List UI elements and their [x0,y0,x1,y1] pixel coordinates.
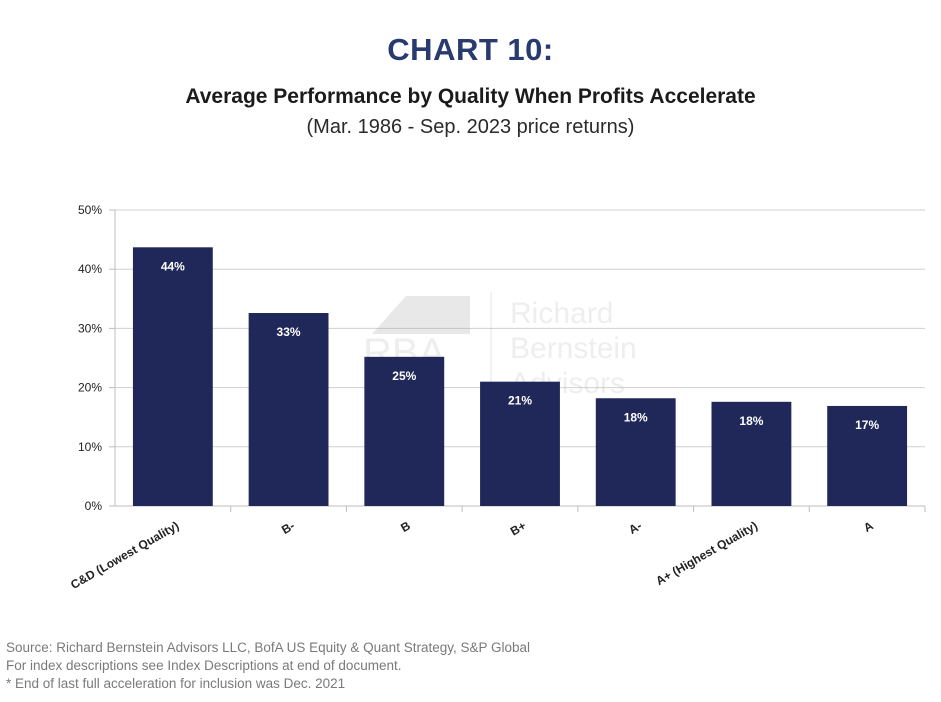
x-tick-label: A+ (Highest Quality) [653,518,760,588]
rba-watermark: RBA Richard Bernstein Advisors [363,292,637,400]
x-axis: C&D (Lowest Quality) B- B B+ A- A+ (Highest Q… [68,506,926,592]
bar [364,356,445,506]
y-tick-label: 30% [78,321,102,335]
x-tick-label: B- [279,518,297,536]
source-notes: Source: Richard Bernstein Advisors LLC, … [6,639,530,693]
y-tick-label: 10% [78,440,102,454]
bar [132,247,213,506]
bar-value-label: 33% [277,325,301,339]
y-tick-label: 40% [78,262,102,276]
bar-value-label: 44% [161,259,185,273]
source-line: Source: Richard Bernstein Advisors LLC, … [6,640,531,655]
x-tick-label: A [861,518,876,535]
bar-value-label: 25% [392,369,416,383]
y-tick-label: 0% [85,499,103,513]
bar [711,401,792,506]
bar-value-label: 18% [739,414,763,428]
bar-value-label: 17% [855,418,879,432]
bar [595,398,676,506]
chart-subtitle: (Mar. 1986 - Sep. 2023 price returns) [306,116,635,138]
acceleration-footnote: * End of last full acceleration for incl… [6,676,346,691]
watermark-logo-mark [372,296,470,334]
bar [248,313,329,506]
index-description-note: For index descriptions see Index Descrip… [6,658,402,673]
chart-number: CHART 10: [387,32,554,67]
x-tick-label: B [398,518,413,535]
watermark-line-1: Richard [510,297,613,330]
bar [827,405,908,506]
bar [480,381,560,506]
x-tick-label: A- [626,518,644,536]
y-tick-label: 50% [78,203,102,217]
bars: 44% 33% 25% 21% 18% 18% 17% [132,247,908,506]
x-tick-label: B+ [508,518,529,538]
y-tick-label: 20% [78,381,102,395]
x-tick-label: C&D (Lowest Quality) [68,518,181,591]
watermark-line-2: Bernstein [510,332,637,365]
y-axis: 0% 10% 20% 30% 40% 50% [78,203,102,513]
bar-value-label: 18% [624,410,648,424]
bar-value-label: 21% [508,394,532,408]
chart-title: Average Performance by Quality When Prof… [185,85,756,108]
